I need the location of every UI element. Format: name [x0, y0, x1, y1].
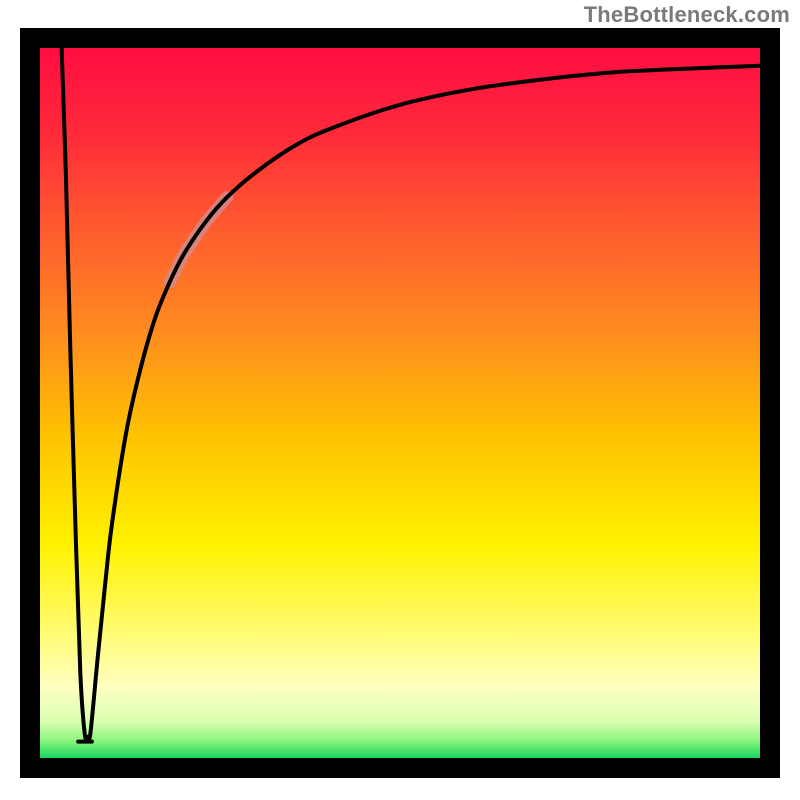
bottleneck-chart: TheBottleneck.com: [0, 0, 800, 800]
chart-canvas: [0, 0, 800, 800]
plot-area-background: [40, 48, 760, 758]
watermark-text: TheBottleneck.com: [584, 2, 790, 28]
